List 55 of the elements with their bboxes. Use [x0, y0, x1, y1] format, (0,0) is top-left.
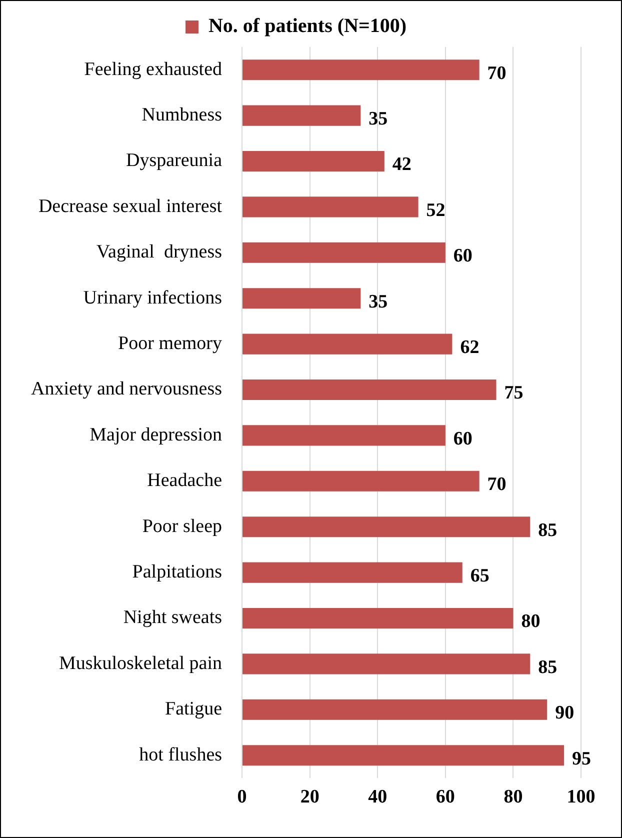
bar	[242, 516, 530, 538]
y-tick-label: Vaginal dryness	[96, 242, 222, 263]
bar	[242, 150, 384, 172]
bar	[242, 425, 446, 446]
bar	[242, 288, 361, 309]
x-tick-label: 40	[368, 786, 388, 808]
bar	[242, 379, 496, 400]
bar	[242, 562, 462, 583]
bar	[242, 654, 530, 674]
bar	[242, 105, 361, 126]
y-tick-label: Anxiety and nervousness	[30, 378, 222, 400]
data-label: 85	[538, 520, 558, 541]
y-tick-label: Fatigue	[165, 698, 222, 720]
data-label: 65	[470, 565, 490, 586]
y-tick-label: Numbness	[142, 104, 222, 126]
data-label: 75	[504, 382, 524, 404]
y-tick-label: hot flushes	[139, 744, 222, 766]
y-tick-label: Feeling exhausted	[84, 58, 223, 80]
x-tick-label: 80	[504, 786, 523, 808]
bar	[242, 470, 480, 492]
data-label: 52	[426, 200, 446, 221]
data-label: 35	[368, 108, 388, 130]
bar	[242, 60, 480, 80]
data-label: 95	[572, 748, 592, 770]
y-tick-label: Headache	[147, 470, 222, 492]
legend-label: No. of patients (N=100)	[208, 15, 407, 38]
x-tick-label: 100	[566, 786, 596, 808]
y-tick-label: Poor sleep	[142, 516, 222, 537]
data-label: 60	[453, 246, 472, 267]
x-tick-label: 60	[436, 786, 455, 808]
data-label: 80	[521, 611, 540, 632]
x-tick-label: 20	[300, 786, 320, 808]
data-label: 62	[460, 336, 480, 358]
x-tick-label: 0	[237, 786, 247, 808]
bar	[242, 242, 446, 263]
bar	[242, 334, 452, 354]
bar	[242, 608, 514, 629]
bar	[242, 196, 418, 218]
y-tick-label: Decrease sexual interest	[38, 196, 223, 217]
y-tick-label: Night sweats	[123, 607, 222, 628]
y-tick-label: Dyspareunia	[126, 150, 223, 172]
data-label: 85	[538, 656, 558, 678]
data-label: 70	[487, 62, 506, 84]
data-label: 70	[487, 474, 506, 496]
y-tick-label: Poor memory	[118, 333, 223, 354]
bar	[242, 699, 548, 720]
y-tick-label: Muskuloskeletal pain	[58, 652, 223, 674]
y-tick-label: Urinary infections	[83, 287, 222, 308]
data-label: 42	[392, 154, 412, 176]
data-label: 90	[555, 702, 574, 724]
y-tick-label: Major depression	[90, 424, 223, 446]
y-tick-label: Palpitations	[132, 562, 222, 583]
bar	[242, 745, 564, 766]
data-label: 60	[453, 428, 472, 450]
data-label: 35	[368, 291, 388, 312]
